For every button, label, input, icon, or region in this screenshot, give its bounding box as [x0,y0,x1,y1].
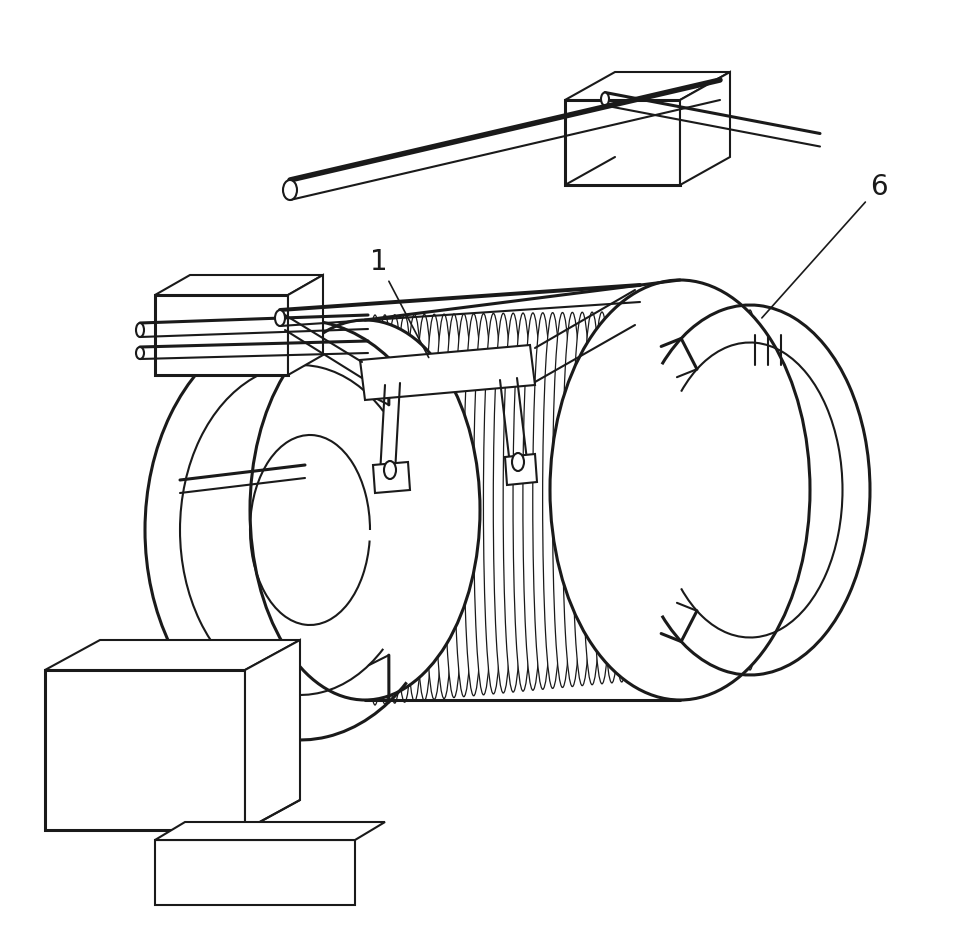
Polygon shape [360,345,535,400]
Polygon shape [288,275,323,375]
Ellipse shape [513,313,534,691]
Ellipse shape [632,311,651,680]
Ellipse shape [385,315,404,703]
Ellipse shape [275,310,285,326]
Ellipse shape [533,313,553,689]
Ellipse shape [542,313,562,688]
Ellipse shape [572,312,592,686]
Ellipse shape [740,310,760,670]
Ellipse shape [425,314,444,700]
Polygon shape [45,670,245,830]
Ellipse shape [136,323,144,337]
Ellipse shape [711,310,730,672]
Ellipse shape [503,313,523,692]
Ellipse shape [283,180,297,200]
Ellipse shape [434,314,455,699]
Ellipse shape [365,315,385,705]
Ellipse shape [651,311,671,678]
Ellipse shape [602,312,622,683]
Ellipse shape [592,312,612,684]
Polygon shape [45,640,300,670]
Ellipse shape [553,312,572,687]
Polygon shape [565,100,680,185]
Ellipse shape [474,314,494,695]
Ellipse shape [562,312,583,687]
Ellipse shape [612,312,632,682]
Ellipse shape [720,310,741,671]
Polygon shape [373,462,410,493]
Ellipse shape [641,311,662,679]
Ellipse shape [690,310,711,674]
Ellipse shape [463,314,483,696]
Ellipse shape [250,320,480,700]
Ellipse shape [414,314,434,701]
Ellipse shape [700,310,720,673]
Ellipse shape [454,314,474,697]
Polygon shape [155,295,288,375]
Ellipse shape [375,315,395,704]
Ellipse shape [444,314,464,698]
Ellipse shape [730,310,750,670]
Ellipse shape [483,313,504,694]
Polygon shape [155,275,323,295]
Ellipse shape [512,453,524,471]
Ellipse shape [384,461,396,479]
Ellipse shape [671,311,690,676]
Ellipse shape [493,313,513,693]
Polygon shape [680,72,730,185]
Polygon shape [565,72,730,100]
Ellipse shape [404,314,425,702]
Polygon shape [155,840,355,905]
Polygon shape [155,822,385,840]
Ellipse shape [601,92,609,106]
Text: 1: 1 [370,248,429,357]
Ellipse shape [550,280,810,700]
Ellipse shape [681,311,701,675]
Text: 6: 6 [762,173,888,318]
Ellipse shape [661,311,681,677]
Polygon shape [505,454,537,485]
Ellipse shape [136,347,144,359]
Ellipse shape [523,313,543,690]
Ellipse shape [582,312,602,685]
Ellipse shape [621,311,641,681]
Polygon shape [245,640,300,830]
Ellipse shape [395,315,415,703]
